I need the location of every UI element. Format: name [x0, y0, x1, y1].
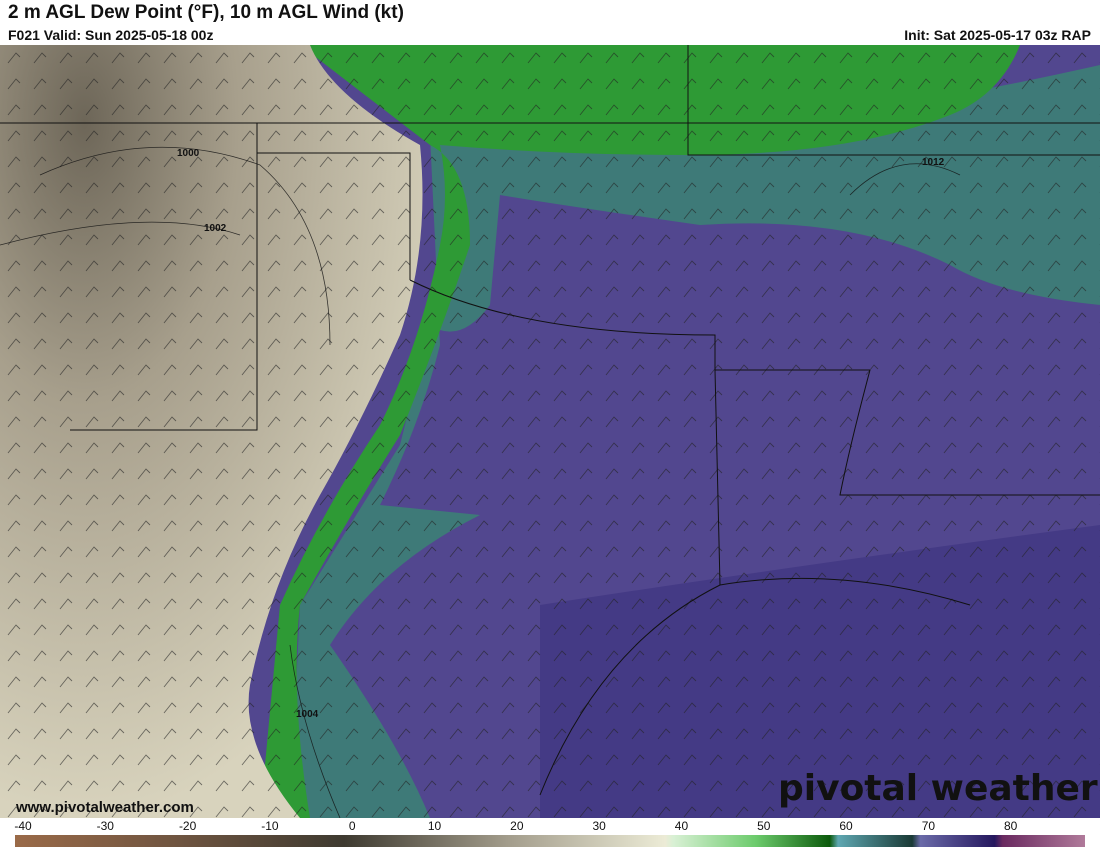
colorbar-tick: -40 — [14, 819, 32, 833]
colorbar-tick-labels: -40 -30 -20 -10 0 10 20 30 40 50 60 70 80 — [0, 820, 1100, 834]
init-time: Init: Sat 2025-05-17 03z RAP — [904, 27, 1091, 43]
colorbar-tick: -20 — [178, 819, 197, 833]
colorbar-tick: 30 — [592, 819, 606, 833]
state-borders — [0, 45, 1100, 796]
map-title: 2 m AGL Dew Point (°F), 10 m AGL Wind (k… — [8, 2, 404, 23]
isobars — [0, 146, 961, 818]
isobar-label: 1002 — [204, 223, 227, 234]
isobar-label: 1012 — [922, 157, 945, 168]
weather-map[interactable]: 1000 1002 1004 1012 — [0, 45, 1100, 818]
colorbar-tick: 20 — [510, 819, 524, 833]
colorbar-tick: 60 — [839, 819, 853, 833]
colorbar-tick: 0 — [348, 819, 356, 833]
colorbar-tick: 10 — [427, 819, 442, 833]
colorbar-tick: 50 — [757, 819, 771, 833]
isobar-label: 1004 — [296, 709, 319, 720]
valid-time: F021 Valid: Sun 2025-05-18 00z — [8, 27, 214, 43]
colorbar-tick: 40 — [674, 819, 689, 833]
watermark-url: www.pivotalweather.com — [16, 799, 194, 816]
colorbar-tick: -30 — [96, 819, 114, 833]
colorbar — [15, 835, 1085, 847]
isobar-label: 1000 — [177, 148, 200, 159]
colorbar-tick: 70 — [921, 819, 936, 833]
pivotal-weather-logo: pivotal weather — [778, 768, 1098, 809]
colorbar-tick: -10 — [261, 819, 279, 833]
wind-barbs — [0, 45, 1100, 818]
colorbar-tick: 80 — [1004, 819, 1018, 833]
